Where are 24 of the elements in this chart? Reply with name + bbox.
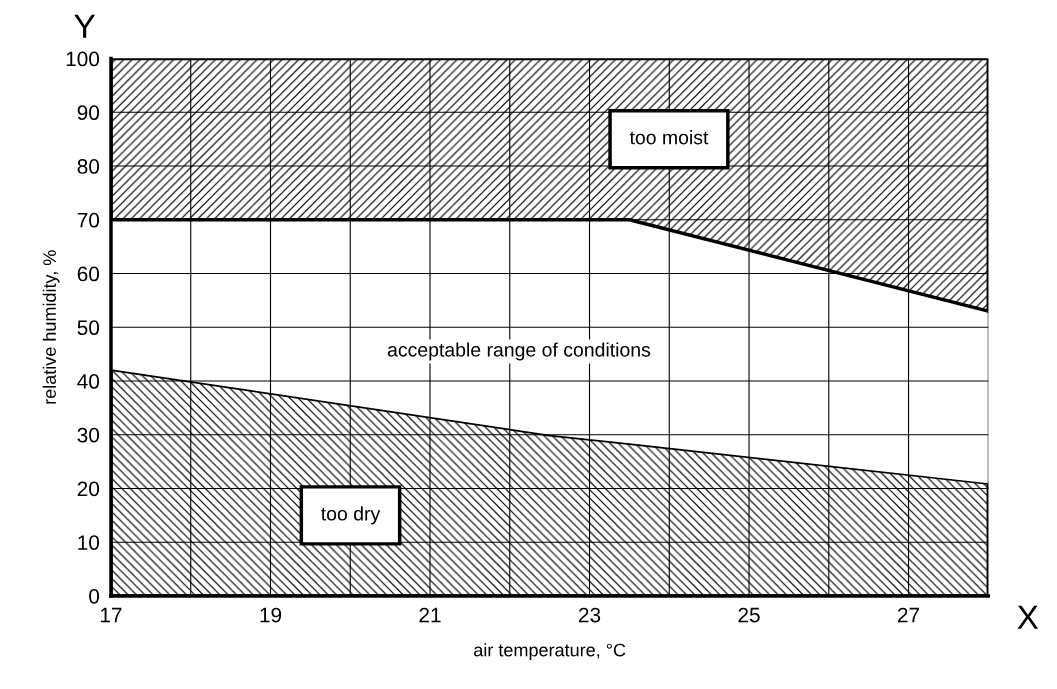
x-tick-label: 19 bbox=[260, 607, 282, 623]
y-tick-label: 50 bbox=[77, 320, 100, 336]
x-tick-label: 17 bbox=[100, 607, 122, 623]
x-tick-label: 23 bbox=[578, 607, 601, 623]
x-tick-label: 21 bbox=[419, 607, 441, 623]
annotation: acceptable range of conditions bbox=[387, 342, 651, 361]
annotation: too dry bbox=[321, 506, 381, 525]
y-tick-label: 20 bbox=[77, 481, 100, 497]
text: X bbox=[1017, 605, 1039, 629]
y-tick-label: 30 bbox=[77, 427, 100, 443]
y-tick-label: 60 bbox=[77, 266, 100, 282]
y-tick-label: 70 bbox=[77, 212, 100, 228]
annotation: too moist bbox=[629, 130, 709, 145]
y-axis-title: relative humidity, % bbox=[42, 250, 60, 404]
x-axis-title: air temperature, °C bbox=[474, 643, 626, 661]
y-tick-label: 100 bbox=[66, 51, 100, 67]
y-tick-label: 0 bbox=[89, 588, 100, 604]
y-tick-label: 80 bbox=[77, 159, 100, 174]
y-tick-label: 90 bbox=[77, 105, 100, 121]
y-tick-label: 40 bbox=[77, 374, 100, 389]
text: Y bbox=[74, 14, 96, 38]
y-tick-label: 10 bbox=[78, 535, 100, 550]
x-tick-label: 27 bbox=[898, 607, 920, 623]
x-tick-label: 25 bbox=[738, 607, 760, 623]
